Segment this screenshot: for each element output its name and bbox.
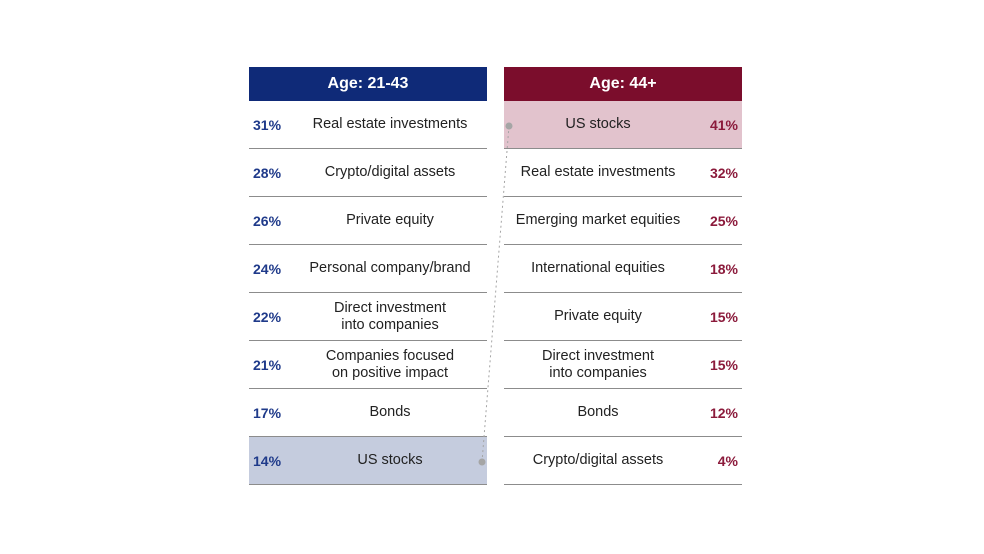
- left-row-label: Real estate investments: [312, 116, 468, 132]
- right-row-percent: 4%: [717, 452, 738, 469]
- connector-dashed-line: [481, 125, 510, 463]
- right-row-label: International equities: [531, 260, 665, 276]
- left-row: 21% Companies focused on positive impact: [249, 341, 487, 389]
- left-row: 26% Private equity: [249, 197, 487, 245]
- left-row-label: US stocks: [357, 452, 423, 468]
- right-row: Direct investment into companies 15%: [504, 341, 742, 389]
- right-row-label: Emerging market equities: [515, 212, 681, 228]
- right-row: Private equity 15%: [504, 293, 742, 341]
- age-21-43-header: Age: 21-43: [249, 67, 487, 101]
- left-connector-dot: [478, 458, 486, 466]
- left-row: 31% Real estate investments: [249, 101, 487, 149]
- right-row-percent: 18%: [709, 260, 738, 277]
- left-row-label: Private equity: [346, 212, 434, 228]
- right-connector-dot: [505, 122, 513, 130]
- left-row: 22% Direct investment into companies: [249, 293, 487, 341]
- left-row-label: Companies focused on positive impact: [325, 347, 455, 381]
- right-row-label: Bonds: [577, 404, 619, 420]
- right-row-us-stocks-highlight: US stocks 41%: [504, 101, 742, 149]
- right-row-percent: 25%: [709, 212, 738, 229]
- right-row-label: Real estate investments: [520, 164, 676, 180]
- right-row-percent: 15%: [709, 308, 738, 325]
- right-row: Emerging market equities 25%: [504, 197, 742, 245]
- age-44-plus-panel: Age: 44+ US stocks 41% Real estate inves…: [504, 67, 742, 485]
- right-row: Bonds 12%: [504, 389, 742, 437]
- left-row: 28% Crypto/digital assets: [249, 149, 487, 197]
- right-row-percent: 41%: [709, 116, 738, 133]
- left-row-percent: 31%: [253, 116, 282, 133]
- age-44-plus-header: Age: 44+: [504, 67, 742, 101]
- left-row-label: Personal company/brand: [309, 260, 471, 276]
- left-row-label: Direct investment into companies: [333, 299, 446, 333]
- right-row-percent: 32%: [709, 164, 738, 181]
- left-row-label: Bonds: [369, 404, 411, 420]
- left-row-percent: 24%: [253, 260, 282, 277]
- left-row-percent: 21%: [253, 356, 282, 373]
- left-row-us-stocks-highlight: 14% US stocks: [249, 437, 487, 485]
- right-row: Crypto/digital assets 4%: [504, 437, 742, 485]
- left-row-percent: 14%: [253, 452, 282, 469]
- right-row-label: Crypto/digital assets: [532, 452, 664, 468]
- left-row-percent: 22%: [253, 308, 282, 325]
- right-row: Real estate investments 32%: [504, 149, 742, 197]
- right-row-percent: 12%: [709, 404, 738, 421]
- left-row-label: Crypto/digital assets: [324, 164, 456, 180]
- left-row-percent: 28%: [253, 164, 282, 181]
- left-row: 17% Bonds: [249, 389, 487, 437]
- left-row: 24% Personal company/brand: [249, 245, 487, 293]
- right-row-label: US stocks: [565, 116, 631, 132]
- right-row-percent: 15%: [709, 356, 738, 373]
- left-row-percent: 17%: [253, 404, 282, 421]
- right-row-label: Direct investment into companies: [541, 347, 654, 381]
- right-row-label: Private equity: [554, 308, 642, 324]
- right-row: International equities 18%: [504, 245, 742, 293]
- age-21-43-panel: Age: 21-43 31% Real estate investments 2…: [249, 67, 487, 485]
- left-row-percent: 26%: [253, 212, 282, 229]
